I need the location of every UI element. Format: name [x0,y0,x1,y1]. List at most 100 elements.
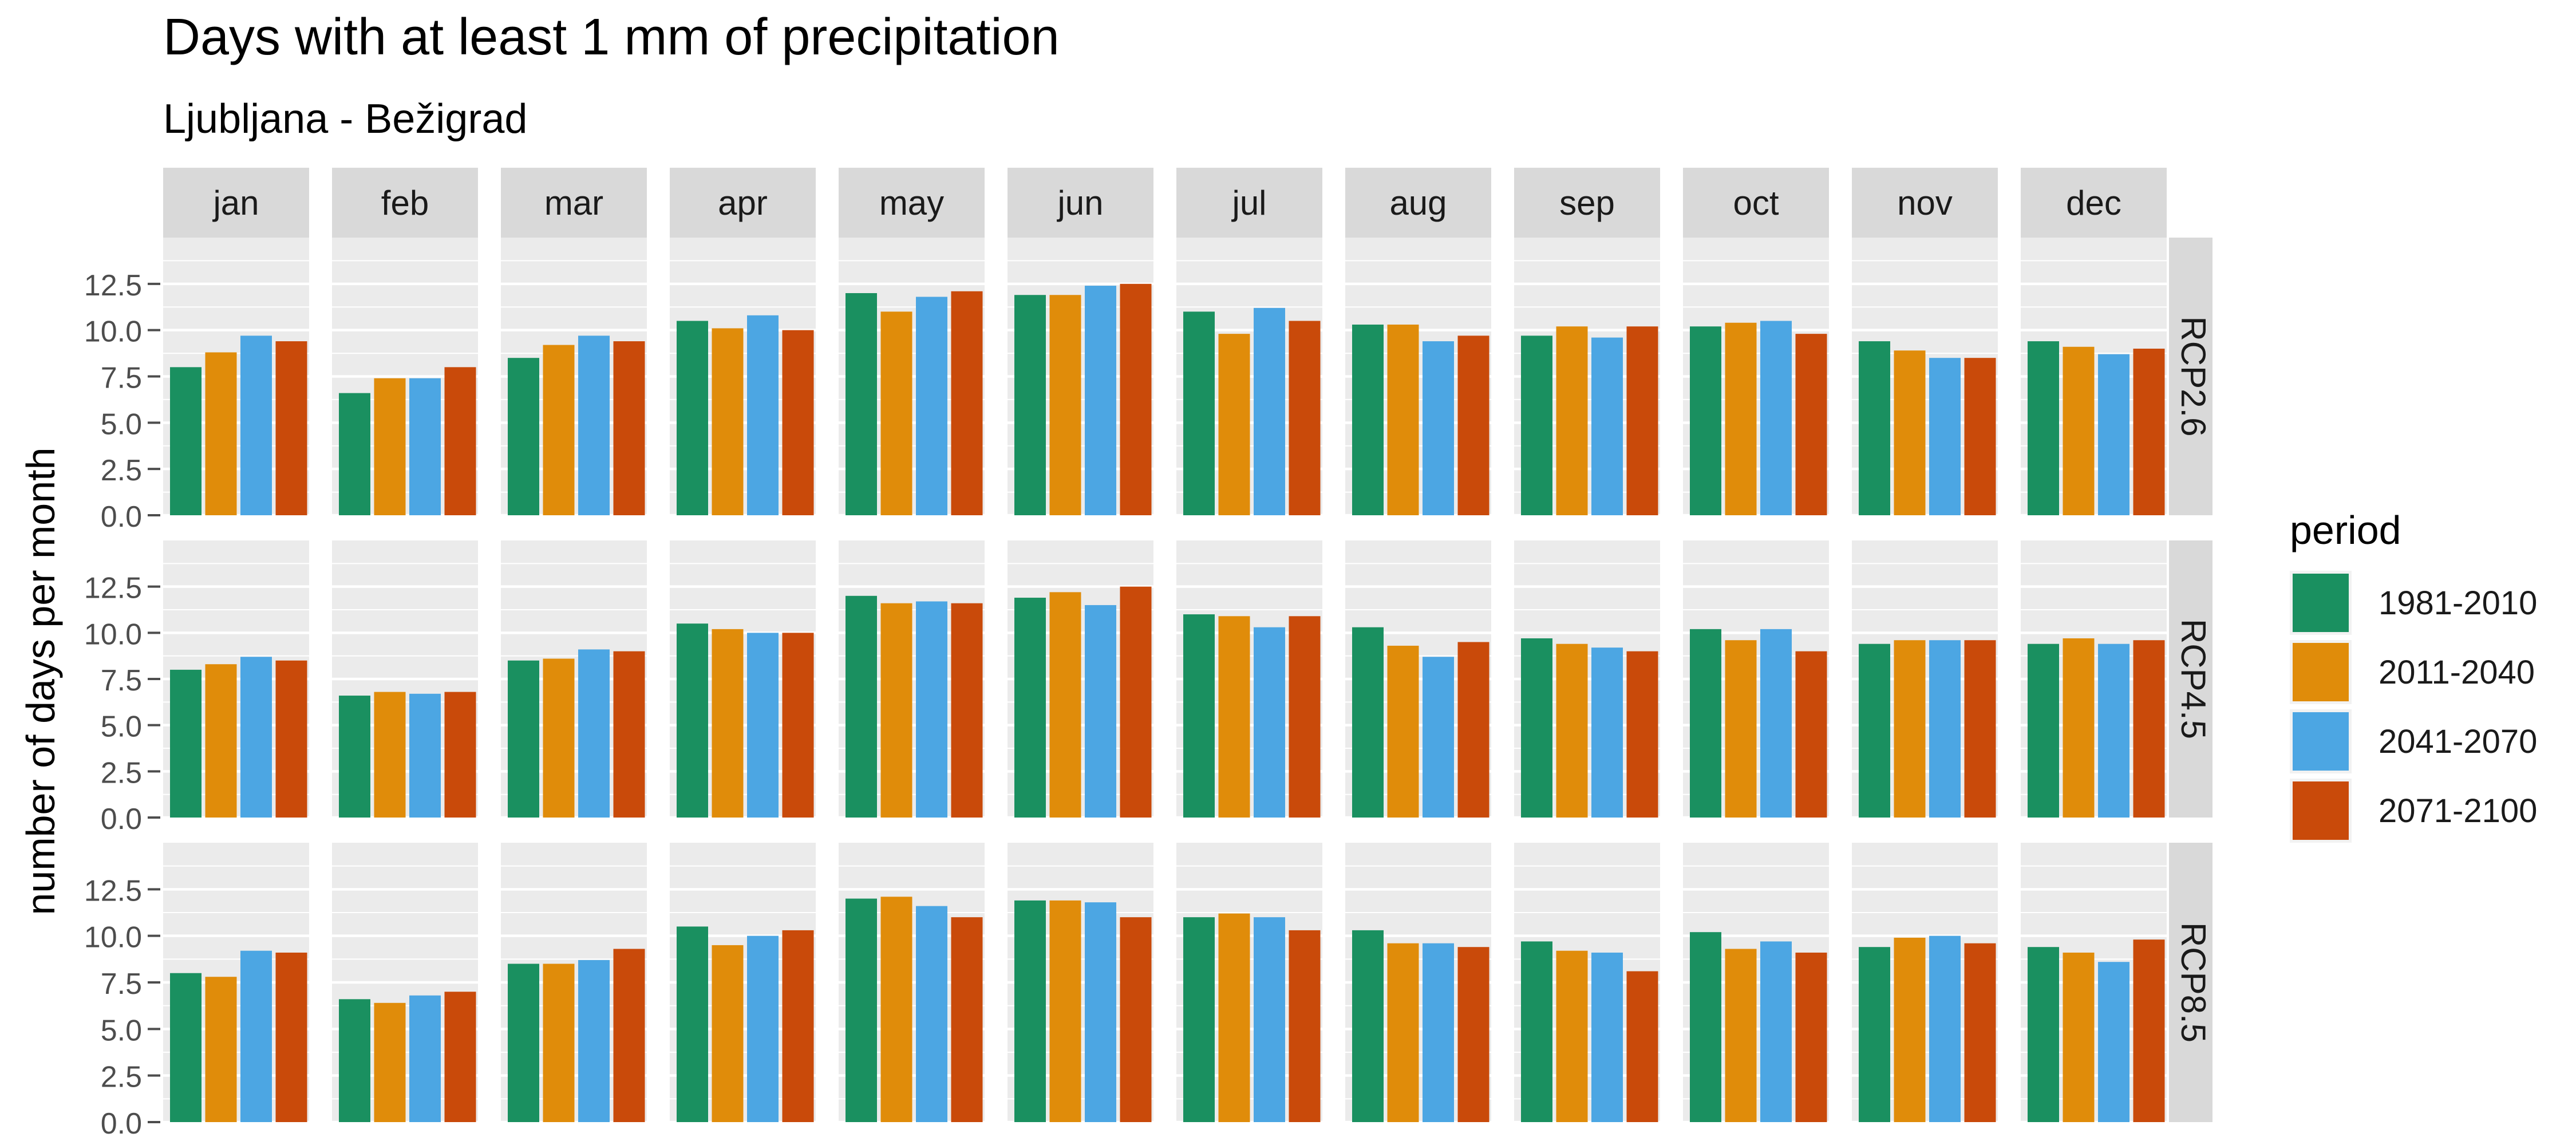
bar-RCP8.5-jul-2041-2070 [1254,917,1285,1122]
bar-RCP2.6-oct-2041-2070 [1760,321,1792,515]
y-tick-label-RCP4.5-2: 5.0 [101,710,142,744]
bar-RCP2.6-mar-1981-2010 [508,358,539,515]
bar-RCP4.5-jun-2071-2100 [1120,586,1152,818]
bar-RCP8.5-sep-2041-2070 [1591,952,1623,1122]
bar-RCP2.6-dec-2041-2070 [2098,354,2129,515]
bar-RCP8.5-mar-2071-2100 [613,949,645,1122]
bar-RCP2.6-may-2041-2070 [916,297,947,515]
chart-title: Days with at least 1 mm of precipitation [163,9,1060,66]
facet-panels: jan feb mar apr may jun jul aug sep oct nov dec 0.0 2… [84,168,2212,1140]
y-tick-label-RCP2.6-5: 12.5 [84,269,142,302]
month-label-nov: nov [1897,184,1953,222]
bar-RCP8.5-aug-2071-2100 [1457,947,1490,1122]
chart-subtitle: Ljubljana - Bežigrad [163,96,527,142]
bar-RCP2.6-aug-2071-2100 [1457,335,1490,515]
bar-RCP4.5-feb-2071-2100 [444,692,476,818]
bar-RCP4.5-dec-2041-2070 [2098,643,2129,818]
bar-RCP8.5-jan-2041-2070 [240,950,272,1122]
legend: period 1981-2010 2011-2040 2041-2070 2071-2… [2290,508,2537,843]
bar-RCP4.5-nov-2071-2100 [1964,640,1996,818]
month-strip-dec [2021,168,2167,238]
bar-RCP8.5-oct-2011-2040 [1725,949,1757,1122]
bar-RCP2.6-jul-2011-2040 [1218,334,1250,515]
bar-RCP8.5-feb-2011-2040 [374,1002,406,1122]
bar-RCP4.5-may-2011-2040 [880,603,912,818]
bar-RCP4.5-dec-2011-2040 [2063,638,2095,818]
scenario-label-RCP4.5: RCP4.5 [2174,619,2212,739]
bar-RCP2.6-aug-2011-2040 [1387,324,1419,515]
bar-RCP8.5-nov-2041-2070 [1929,935,1961,1122]
bar-RCP8.5-dec-1981-2010 [2028,947,2059,1122]
y-tick-label-RCP4.5-0: 0.0 [101,803,142,836]
y-tick-label-RCP8.5-5: 12.5 [84,874,142,907]
bar-RCP4.5-mar-2041-2070 [578,649,610,818]
bar-RCP2.6-sep-2071-2100 [1626,326,1658,515]
bar-RCP4.5-jan-2011-2040 [205,664,237,818]
bar-RCP2.6-aug-1981-2010 [1352,324,1384,515]
bar-RCP2.6-may-1981-2010 [846,293,877,515]
bar-RCP2.6-apr-2071-2100 [782,330,814,515]
bar-RCP2.6-mar-2011-2040 [543,345,575,515]
bar-RCP8.5-may-1981-2010 [846,898,877,1122]
y-tick-label-RCP4.5-4: 10.0 [84,618,142,651]
y-tick-label-RCP8.5-4: 10.0 [84,921,142,954]
bar-RCP4.5-nov-2011-2040 [1894,640,1926,818]
bar-RCP4.5-feb-2011-2040 [374,692,406,818]
bar-RCP8.5-aug-2011-2040 [1387,943,1419,1122]
bar-RCP8.5-feb-1981-2010 [339,999,370,1122]
bar-RCP2.6-jun-1981-2010 [1014,295,1046,515]
scenario-label-RCP2.6: RCP2.6 [2174,316,2212,436]
month-strip-may [839,168,985,238]
bar-RCP4.5-may-2071-2100 [951,603,983,818]
bar-RCP8.5-apr-2071-2100 [782,930,814,1122]
bar-RCP2.6-mar-2041-2070 [578,335,610,515]
scenario-strip-RCP2.6 [2169,238,2212,515]
bar-RCP8.5-mar-2041-2070 [578,960,610,1122]
bar-RCP8.5-oct-1981-2010 [1690,932,1721,1122]
bar-RCP8.5-dec-2011-2040 [2063,952,2095,1122]
bar-RCP4.5-apr-1981-2010 [677,623,708,818]
month-label-mar: mar [544,184,603,222]
bar-RCP8.5-feb-2041-2070 [409,995,441,1122]
bar-RCP8.5-mar-1981-2010 [508,964,539,1122]
bar-RCP2.6-oct-2011-2040 [1725,322,1757,515]
bar-RCP4.5-jul-1981-2010 [1183,614,1215,818]
bar-RCP4.5-oct-2071-2100 [1795,651,1827,818]
bar-RCP8.5-apr-2011-2040 [712,945,744,1122]
bar-RCP2.6-feb-2041-2070 [409,378,441,515]
bar-RCP2.6-oct-1981-2010 [1690,326,1721,515]
month-strip-feb [332,168,478,238]
bar-RCP2.6-may-2011-2040 [880,311,912,515]
bar-RCP8.5-jul-2071-2100 [1289,930,1321,1122]
bar-RCP4.5-mar-1981-2010 [508,660,539,818]
legend-swatch-2071-2100 [2293,781,2349,840]
bar-RCP2.6-nov-1981-2010 [1859,341,1890,515]
month-label-dec: dec [2066,184,2121,222]
bar-RCP2.6-sep-2041-2070 [1591,337,1623,515]
y-tick-label-RCP2.6-4: 10.0 [84,315,142,349]
bar-RCP4.5-nov-2041-2070 [1929,640,1961,818]
scenario-strip-RCP8.5 [2169,843,2212,1122]
bar-RCP4.5-feb-2041-2070 [409,693,441,818]
bar-RCP8.5-jun-1981-2010 [1014,900,1046,1122]
bar-RCP2.6-jan-2071-2100 [275,341,307,515]
bar-RCP4.5-nov-1981-2010 [1859,643,1890,818]
bar-RCP4.5-feb-1981-2010 [339,696,370,818]
bar-RCP4.5-jul-2011-2040 [1218,616,1250,818]
bar-RCP8.5-dec-2041-2070 [2098,962,2129,1122]
scenario-label-RCP8.5: RCP8.5 [2174,922,2212,1043]
bar-RCP4.5-sep-1981-2010 [1521,638,1552,818]
bar-RCP2.6-mar-2071-2100 [613,341,645,515]
bar-RCP4.5-may-2041-2070 [916,601,947,818]
bar-RCP8.5-apr-2041-2070 [747,935,779,1122]
month-strip-jun [1008,168,1153,238]
bar-RCP2.6-nov-2011-2040 [1894,350,1926,515]
bar-RCP4.5-apr-2011-2040 [712,629,744,818]
bar-RCP8.5-nov-2071-2100 [1964,943,1996,1122]
bar-RCP4.5-jan-2071-2100 [275,660,307,818]
legend-swatch-2011-2040 [2293,643,2349,701]
y-tick-label-RCP2.6-1: 2.5 [101,454,142,487]
legend-swatch-2041-2070 [2293,712,2349,771]
y-tick-label-RCP2.6-0: 0.0 [101,500,142,534]
